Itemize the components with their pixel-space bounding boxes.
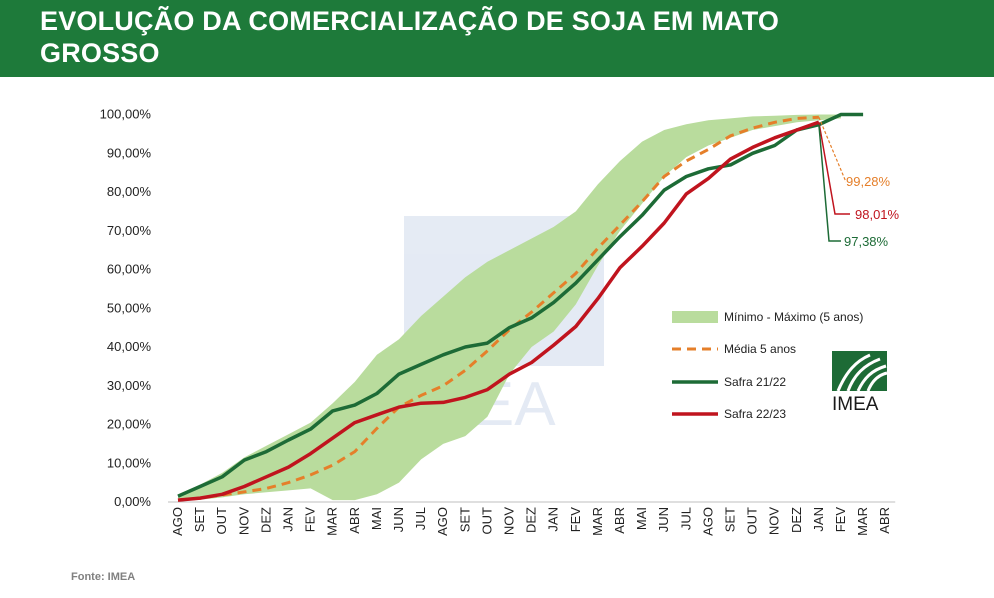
- x-tick-label: MAI: [634, 507, 649, 530]
- x-tick-label: NOV: [236, 507, 251, 536]
- imea-logo: IMEA: [832, 351, 888, 415]
- x-tick-label: JUL: [413, 507, 428, 530]
- x-tick-label: DEZ: [258, 507, 273, 533]
- source-note: Fonte: IMEA: [71, 571, 136, 583]
- x-tick-label: AGO: [170, 507, 185, 536]
- annotation-leader-safra-21-22: [818, 124, 841, 242]
- header-bar: [0, 0, 994, 77]
- min-max-band: [178, 114, 841, 501]
- legend-safra-21-22-label: Safra 21/22: [724, 375, 786, 389]
- x-tick-label: MAR: [325, 507, 340, 536]
- x-tick-label: ABR: [347, 507, 362, 534]
- legend-band-label: Mínimo - Máximo (5 anos): [724, 310, 863, 324]
- y-tick-label: 80,00%: [107, 184, 152, 199]
- x-tick-label: JAN: [546, 507, 561, 532]
- annotation-safra-22-23: 98,01%: [855, 207, 900, 222]
- x-tick-label: JUN: [656, 507, 671, 532]
- x-tick-label: NOV: [767, 507, 782, 536]
- x-tick-label: DEZ: [789, 507, 804, 533]
- x-axis-ticks: AGO SET OUT NOV DEZ JAN FEV MAR ABR MAI JUN JUL AGO S…: [170, 507, 892, 536]
- y-tick-label: 60,00%: [107, 262, 152, 277]
- y-tick-label: 50,00%: [107, 300, 152, 315]
- x-tick-label: NOV: [502, 507, 517, 536]
- x-tick-label: SET: [457, 507, 472, 532]
- annotation-safra-21-22: 97,38%: [844, 234, 889, 249]
- y-tick-label: 20,00%: [107, 417, 152, 432]
- logo-text: IMEA: [832, 394, 879, 415]
- series-safra-22-23: [177, 120, 820, 502]
- y-tick-label: 30,00%: [107, 378, 152, 393]
- annotation-leader-media: [818, 117, 847, 183]
- x-tick-label: JUN: [391, 507, 406, 532]
- x-tick-label: MAR: [590, 507, 605, 536]
- page-title: EVOLUÇÃO DA COMERCIALIZAÇÃO DE SOJA EM M…: [40, 6, 780, 68]
- x-tick-label: FEV: [303, 507, 318, 533]
- y-tick-label: 40,00%: [107, 339, 152, 354]
- legend-media-label: Média 5 anos: [724, 342, 796, 356]
- x-tick-label: FEV: [833, 507, 848, 533]
- y-tick-label: 100,00%: [100, 107, 152, 122]
- x-tick-label: FEV: [568, 507, 583, 533]
- x-tick-label: OUT: [479, 507, 494, 534]
- x-tick-label: JAN: [281, 507, 296, 532]
- y-tick-label: 90,00%: [107, 145, 152, 160]
- y-tick-label: 70,00%: [107, 223, 152, 238]
- logo-stripes: [836, 353, 888, 392]
- x-tick-label: ABR: [877, 507, 892, 534]
- series-safra-21-22: [177, 112, 864, 498]
- series-media-5-anos: [177, 115, 819, 502]
- legend-safra-22-23-label: Safra 22/23: [724, 407, 786, 421]
- x-tick-label: JUL: [678, 507, 693, 530]
- x-tick-label: DEZ: [524, 507, 539, 533]
- legend-band-swatch: [672, 311, 718, 323]
- annotation-leader-safra-22-23: [818, 122, 850, 215]
- x-tick-label: ABR: [612, 507, 627, 534]
- x-tick-label: JAN: [811, 507, 826, 532]
- x-tick-label: MAR: [855, 507, 870, 536]
- x-tick-label: OUT: [745, 507, 760, 535]
- x-tick-label: OUT: [214, 507, 229, 535]
- y-tick-label: 10,00%: [107, 455, 152, 470]
- y-axis-ticks: 0,00% 10,00% 20,00% 30,00% 40,00% 50,00% 60,00…: [100, 107, 152, 510]
- annotation-media: 99,28%: [846, 174, 891, 189]
- x-tick-label: AGO: [435, 507, 450, 536]
- legend: Mínimo - Máximo (5 anos) Média 5 anos Sa…: [672, 310, 863, 421]
- x-tick-label: MAI: [369, 507, 384, 530]
- x-tick-label: SET: [192, 507, 207, 532]
- x-tick-label: AGO: [700, 507, 715, 536]
- y-tick-label: 0,00%: [114, 494, 151, 509]
- x-tick-label: SET: [723, 507, 738, 532]
